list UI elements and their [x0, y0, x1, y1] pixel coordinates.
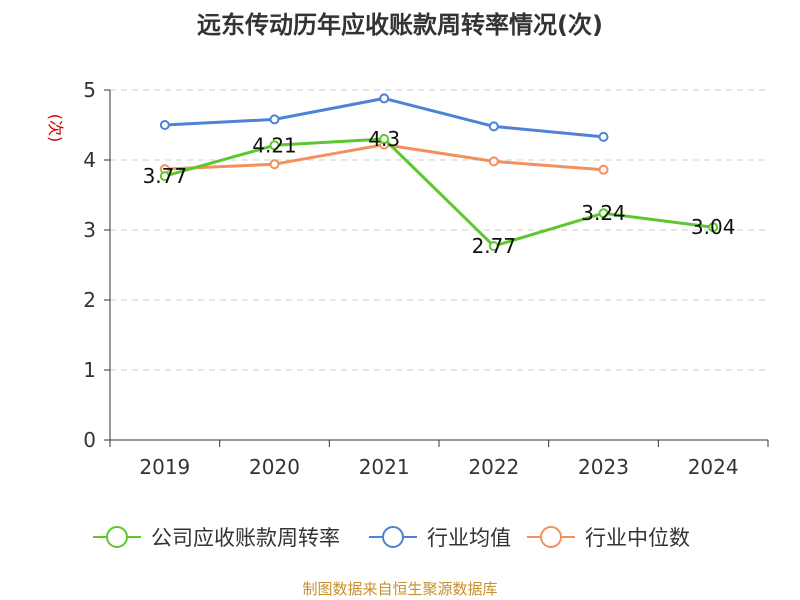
point-s2-2023 — [598, 164, 609, 175]
legend-marker-1 — [382, 526, 404, 548]
y-tick-label-3: 3 — [83, 218, 96, 242]
point-s1-2022 — [488, 121, 499, 132]
y-tick-label-4: 4 — [83, 148, 96, 172]
point-s0-2021 — [379, 134, 390, 144]
x-tick-label-2021: 2021 — [359, 455, 410, 479]
legend-marker-0 — [106, 526, 128, 548]
series-group — [159, 93, 719, 252]
point-s0-2022 — [488, 241, 499, 252]
x-tick-label-2020: 2020 — [249, 455, 300, 479]
legend-label-2: 行业中位数 — [585, 526, 690, 550]
point-s2-2022 — [488, 156, 499, 167]
source-note: 制图数据来自恒生聚源数据库 — [302, 580, 497, 598]
chart-title: 远东传动历年应收账款周转率情况(次) — [197, 11, 603, 39]
point-s1-2023 — [598, 131, 609, 142]
point-s0-2019 — [159, 171, 170, 182]
data-label-2021: 4.3 — [368, 127, 400, 151]
x-tick-label-2019: 2019 — [139, 455, 190, 479]
point-s2-2020 — [269, 159, 280, 170]
y-axis-label: (次) — [46, 114, 65, 143]
point-s1-2020 — [269, 114, 280, 125]
legend-label-0: 公司应收账款周转率 — [151, 526, 340, 550]
point-s0-2023 — [598, 208, 609, 219]
y-tick-label-2: 2 — [83, 288, 96, 312]
legend-label-1: 行业均值 — [427, 526, 511, 550]
axes: 0 1 2 3 4 5 2019 2020 2021 2022 2023 2024 — [83, 78, 769, 479]
grid-lines — [110, 89, 768, 371]
series-line-0 — [164, 137, 714, 248]
data-label-2019: 3.77 — [143, 164, 188, 188]
data-label-2020: 4.21 — [252, 133, 297, 157]
point-s0-2024 — [708, 222, 719, 233]
data-labels: 3.77 4.21 4.3 2.77 3.24 3.04 — [143, 127, 736, 258]
y-tick-label-0: 0 — [83, 428, 96, 452]
data-label-2024: 3.04 — [691, 215, 736, 239]
data-label-2022: 2.77 — [472, 234, 517, 258]
legend: 公司应收账款周转率 行业均值 行业中位数 — [93, 526, 690, 550]
x-tick-label-2022: 2022 — [468, 455, 519, 479]
point-s0-2020 — [269, 140, 280, 151]
x-tick-label-2024: 2024 — [688, 455, 739, 479]
x-tick-label-2023: 2023 — [578, 455, 629, 479]
y-tick-label-1: 1 — [83, 358, 96, 382]
point-s1-2021 — [379, 93, 390, 104]
data-label-2023: 3.24 — [581, 201, 626, 225]
y-tick-label-5: 5 — [83, 78, 96, 102]
legend-marker-2 — [540, 526, 562, 548]
point-s1-2019 — [159, 120, 170, 130]
